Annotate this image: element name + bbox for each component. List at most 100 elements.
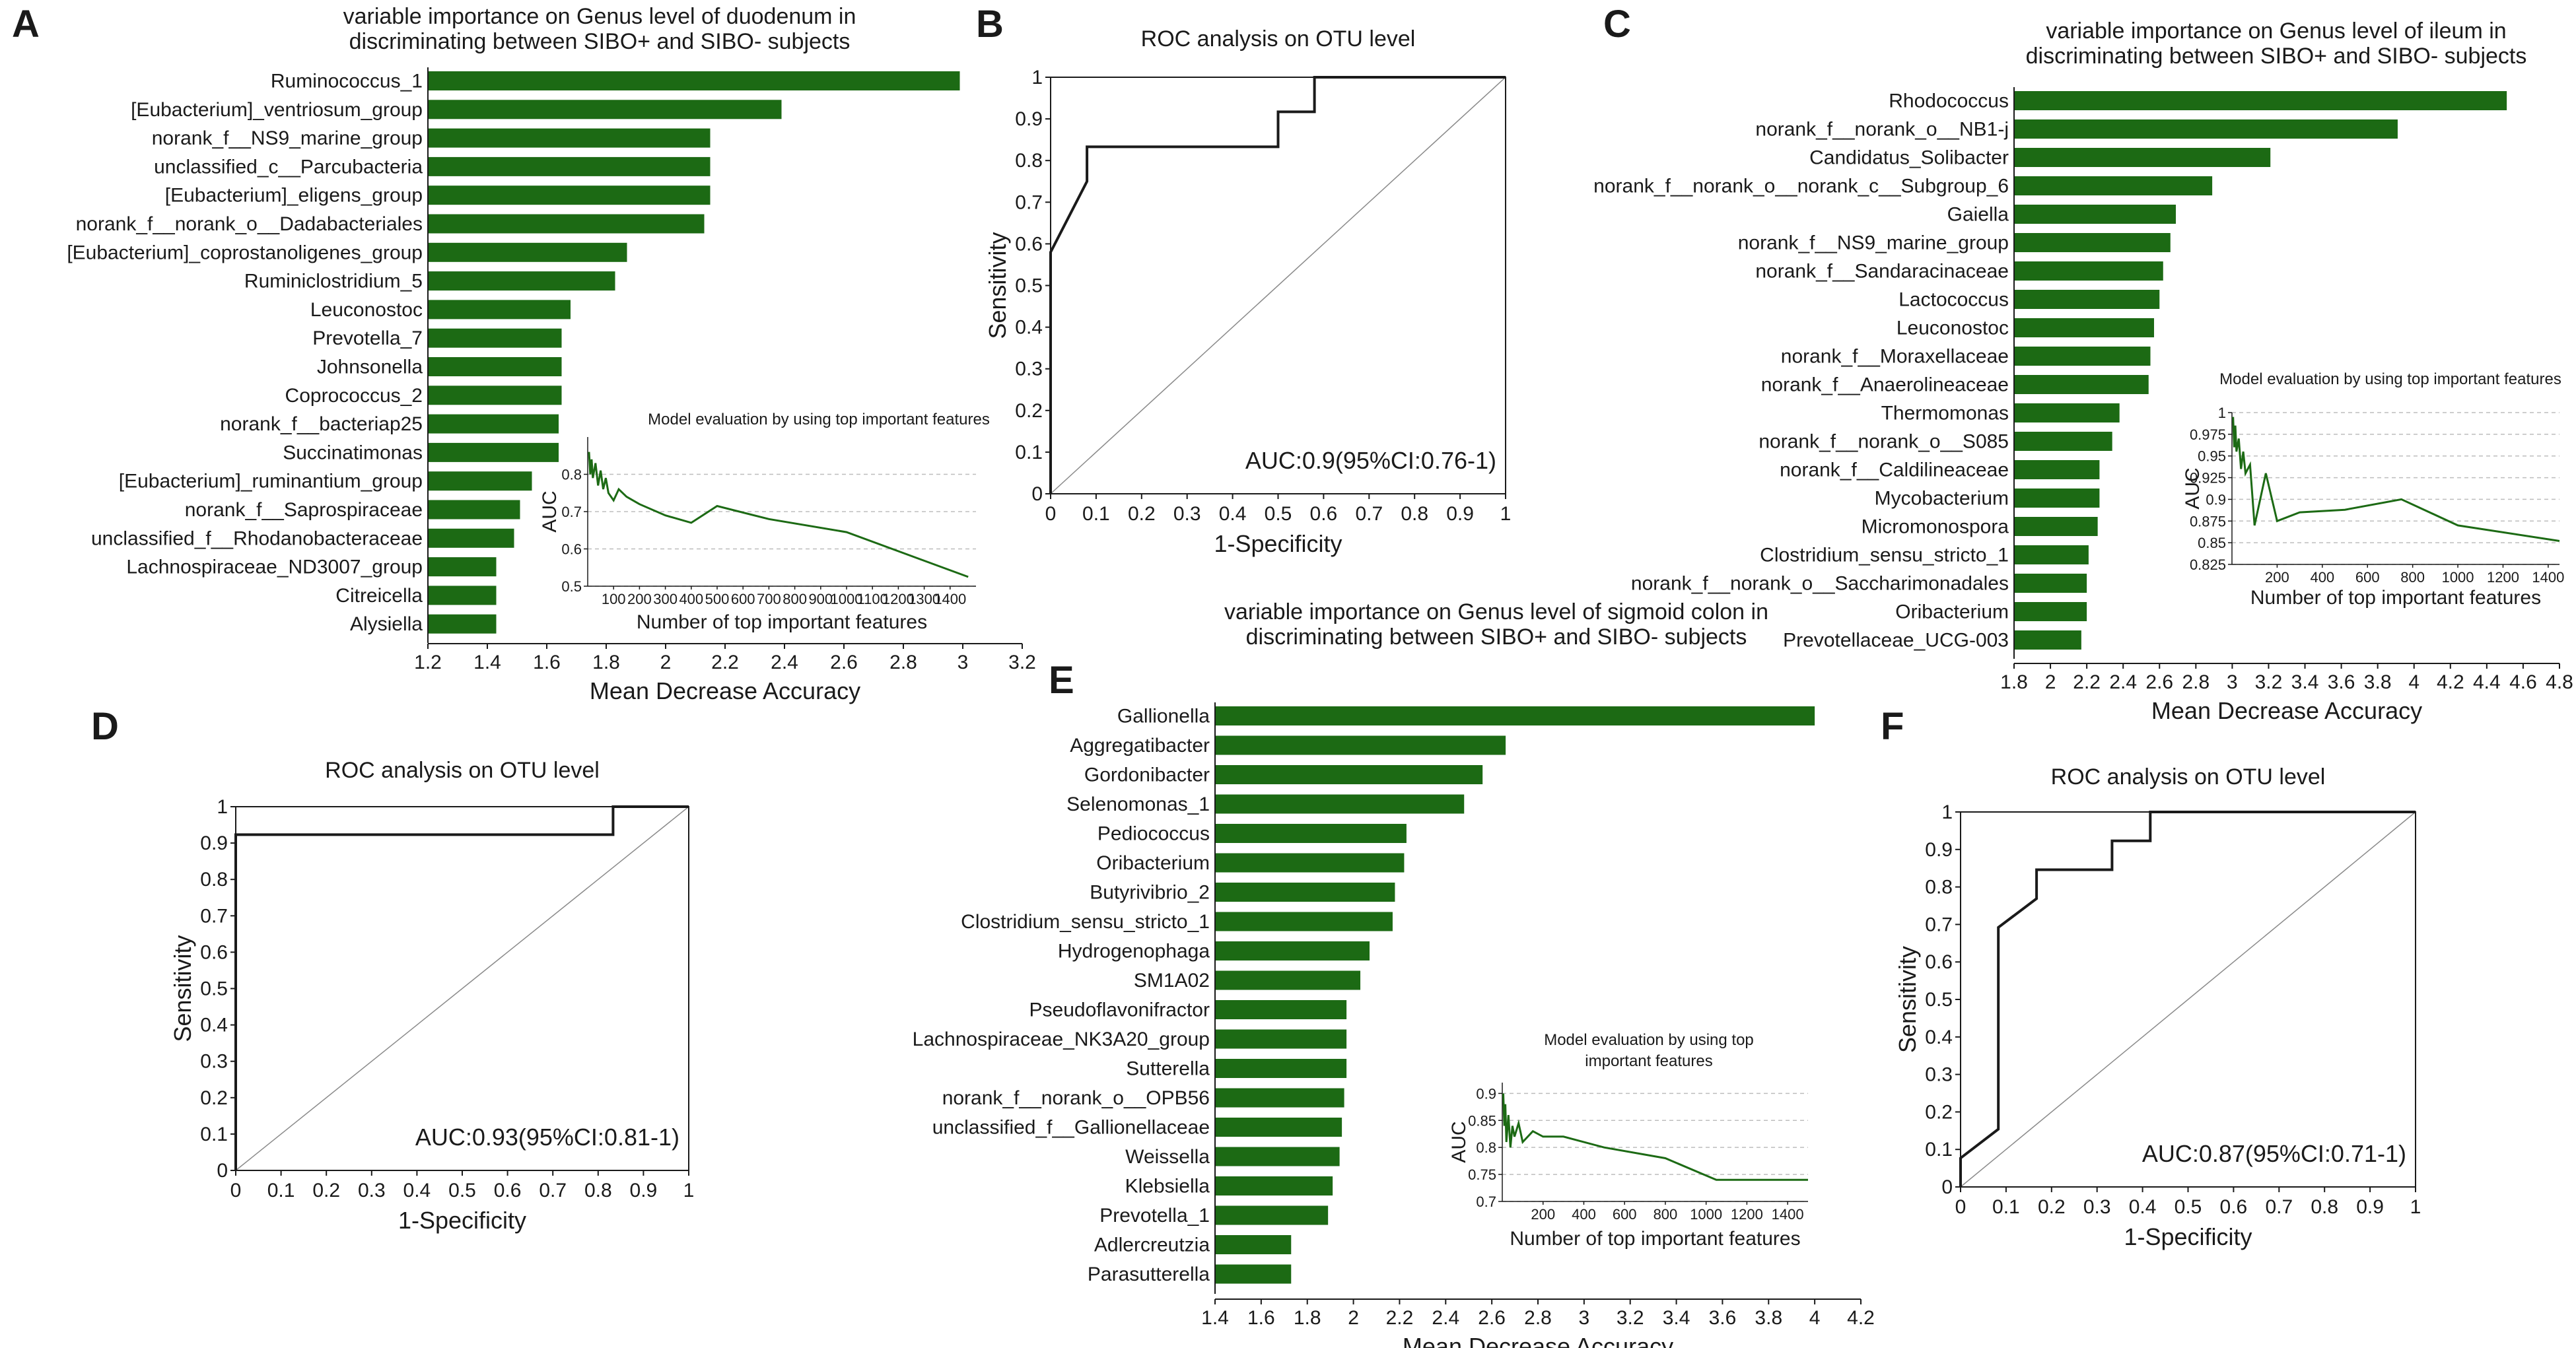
category-label: Prevotella_7 (312, 327, 423, 349)
x-tick-label: 3.6 (1709, 1307, 1737, 1329)
bar (1215, 1235, 1292, 1254)
category-label: Gaiella (1947, 204, 2009, 226)
x-tick-label: 0.8 (1401, 503, 1428, 525)
x-tick-label: 1.8 (592, 652, 620, 673)
bar (1215, 765, 1483, 784)
y-tick-label: 1 (217, 796, 228, 818)
bar (1215, 912, 1393, 931)
bar (2014, 630, 2081, 650)
x-tick-label: 400 (2310, 569, 2334, 586)
bar (2014, 347, 2151, 366)
x-tick-label: 3.6 (2328, 671, 2355, 693)
y-tick-label: 0.9 (200, 832, 228, 854)
x-tick-label: 600 (2355, 569, 2380, 586)
x-tick-label: 2.4 (1432, 1307, 1459, 1329)
category-label: Pseudoflavonifractor (1029, 999, 1210, 1021)
category-label: SM1A02 (1134, 970, 1210, 992)
y-tick-label: 0.7 (561, 504, 582, 520)
category-label: Weissella (1125, 1146, 1210, 1168)
panel-label-b: B (976, 3, 1004, 46)
inset-x-axis-title: Number of top important features (2250, 587, 2541, 609)
x-tick-label: 1200 (882, 591, 915, 607)
bar (428, 271, 615, 291)
bar (2014, 460, 2100, 479)
x-tick-label: 0.6 (2220, 1196, 2248, 1218)
category-label: [Eubacterium]_ruminantium_group (119, 471, 423, 492)
bar (428, 71, 960, 90)
category-label: Lactococcus (1898, 289, 2009, 311)
x-tick-label: 300 (653, 591, 678, 607)
y-tick-label: 0.9 (2206, 491, 2226, 508)
reference-diagonal (235, 806, 689, 1171)
y-tick-label: 0.85 (2198, 535, 2226, 551)
category-label: Parasutterella (1088, 1264, 1210, 1285)
x-tick-label: 0.2 (312, 1180, 340, 1201)
x-tick-label: 200 (2265, 569, 2289, 586)
x-tick-label: 3.2 (1617, 1307, 1644, 1329)
bar (2014, 119, 2398, 139)
bar (2014, 318, 2155, 337)
x-tick-label: 0.7 (2265, 1196, 2293, 1218)
y-tick-label: 0.8 (1015, 150, 1043, 172)
panel-b-roc-chart: ROC analysis on OTU level 0 0.1 0.2 0.3 0.4 0.… (984, 26, 1511, 557)
bar (1215, 1029, 1347, 1049)
bar (428, 614, 497, 634)
panel-label-c: C (1603, 3, 1631, 46)
y-tick-label: 0.8 (200, 869, 228, 891)
x-tick-label: 2.2 (2073, 671, 2101, 693)
inset-title-line: Model evaluation by using top important … (648, 411, 990, 428)
category-label: unclassified_f__Rhodanobacteraceae (91, 527, 423, 549)
x-tick-label: 800 (783, 591, 807, 607)
y-tick-label: 0.75 (1468, 1166, 1496, 1183)
bar (2014, 602, 2087, 621)
y-axis-title: Sensitivity (984, 232, 1011, 339)
bar (1215, 824, 1407, 843)
y-tick-label: 0.7 (1925, 914, 1953, 935)
y-tick-label: 0.6 (200, 941, 228, 963)
panel-e-inset-line-chart: Model evaluation by using top important f… (1448, 1031, 1808, 1250)
x-tick-label: 0.4 (1219, 503, 1247, 525)
bar (428, 528, 514, 548)
reference-diagonal (1960, 811, 2416, 1188)
category-label: norank_f__norank_o__OPB56 (942, 1087, 1210, 1109)
y-tick-label: 0.4 (1015, 317, 1043, 339)
bar (2014, 574, 2087, 593)
x-tick-label: 0.6 (1310, 503, 1338, 525)
bar (428, 214, 705, 234)
x-tick-label: 1000 (2442, 569, 2474, 586)
roc-curve (1959, 811, 2416, 1187)
y-tick-label: 0 (1941, 1176, 1953, 1198)
y-tick-label: 0.1 (200, 1124, 228, 1145)
x-tick-label: 0.3 (1173, 503, 1201, 525)
x-tick-label: 0.8 (584, 1180, 612, 1201)
x-tick-label: 4.2 (2437, 671, 2464, 693)
bar (1215, 735, 1506, 755)
category-label: Leuconostoc (310, 299, 423, 321)
category-label: Leuconostoc (1897, 318, 2009, 339)
category-label: norank_f__norank_o__S085 (1758, 431, 2009, 453)
x-tick-label: 1 (2410, 1196, 2421, 1218)
inset-y-axis-title: AUC (2182, 467, 2204, 509)
x-tick-label: 0.9 (1446, 503, 1474, 525)
y-tick-label: 0.2 (1925, 1101, 1953, 1123)
bar (2014, 91, 2507, 110)
auc-annotation: AUC:0.93(95%CI:0.81-1) (415, 1124, 679, 1151)
bar (2014, 290, 2160, 309)
category-label: [Eubacterium]_coprostanoligenes_group (67, 242, 423, 263)
inset-x-axis-title: Number of top important features (637, 611, 927, 633)
y-tick-label: 0.975 (2190, 426, 2226, 443)
category-label: norank_f__Moraxellaceae (1781, 346, 2009, 368)
bar (428, 328, 562, 348)
y-tick-label: 0.9 (1476, 1085, 1496, 1102)
panel-label-e: E (1049, 659, 1074, 702)
x-tick-label: 2.6 (2145, 671, 2173, 693)
bar (1215, 941, 1370, 960)
x-axis-title: Mean Decrease Accuracy (1403, 1333, 1673, 1348)
inset-x-axis-title: Number of top important features (1510, 1228, 1800, 1250)
x-tick-label: 2.8 (2182, 671, 2210, 693)
x-tick-label: 0.8 (2311, 1196, 2338, 1218)
x-tick-label: 1400 (2532, 569, 2564, 586)
chart-title: ROC analysis on OTU level (1141, 26, 1416, 51)
x-tick-label: 2 (2045, 671, 2056, 693)
bar (1215, 853, 1405, 873)
